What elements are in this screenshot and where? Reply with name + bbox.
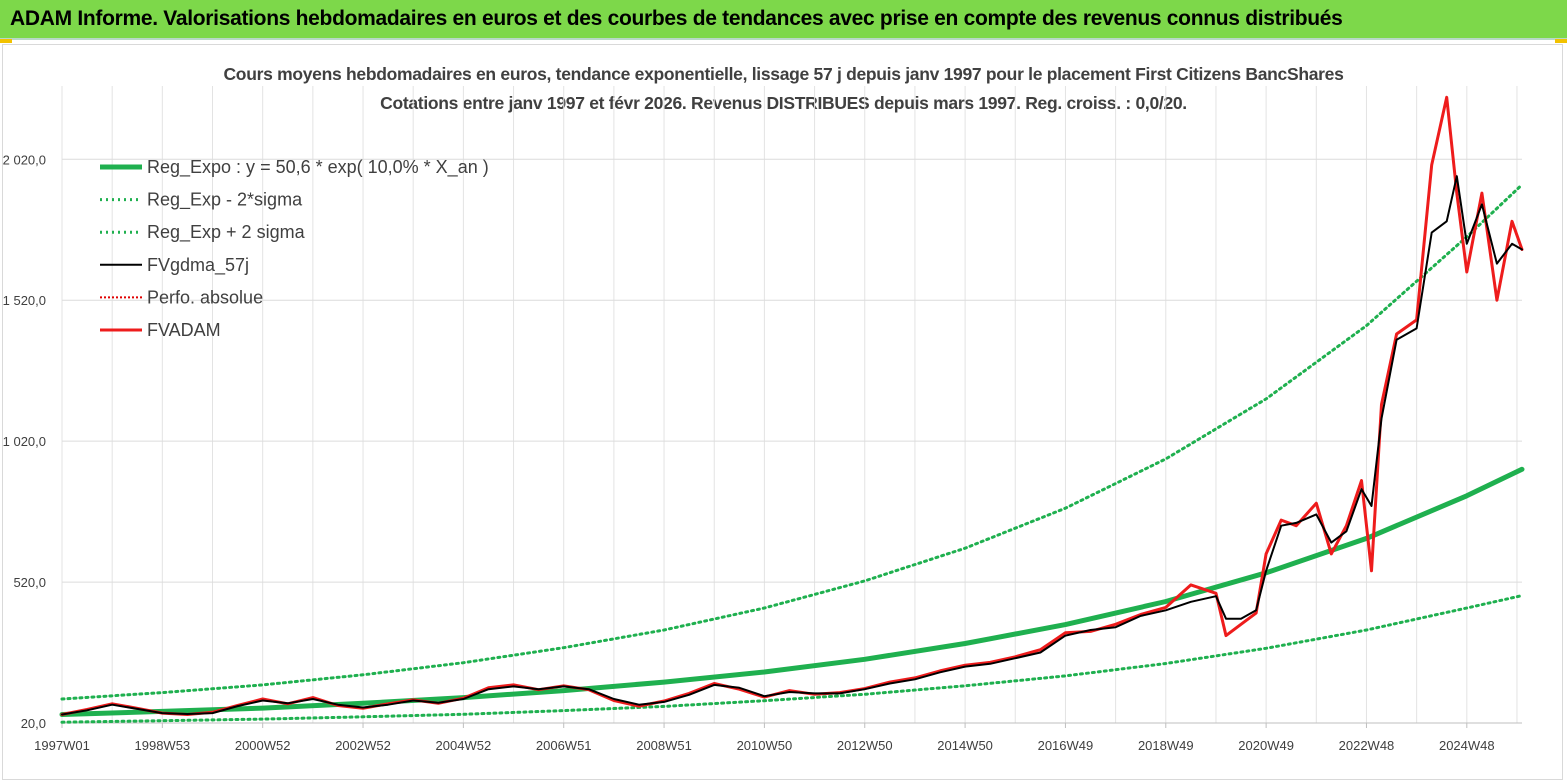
y-tick-label: 1 520,0 [3, 293, 46, 308]
legend-label: Reg_Expo : y = 50,6 * exp( 10,0% * X_an … [147, 157, 489, 178]
x-tick-label: 2012W50 [837, 738, 893, 753]
series-line-3 [61, 175, 1523, 716]
x-tick-label: 2018W49 [1138, 738, 1194, 753]
x-tick-label: 2020W49 [1238, 738, 1294, 753]
legend-label: Reg_Exp - 2*sigma [147, 190, 303, 211]
x-tick-label: 2016W49 [1038, 738, 1094, 753]
legend-label: Perfo. absolue [147, 287, 263, 307]
report-banner: ADAM Informe. Valorisations hebdomadaire… [0, 0, 1567, 40]
x-tick-label: 2000W52 [235, 738, 291, 753]
legend-label: Reg_Exp + 2 sigma [147, 222, 306, 243]
chart-title: Cours moyens hebdomadaires en euros, ten… [223, 64, 1344, 84]
legend-label: FVgdma_57j [147, 255, 249, 276]
x-tick-label: 2002W52 [335, 738, 391, 753]
x-tick-label: 1998W53 [135, 738, 191, 753]
corner-mark-right [1555, 39, 1567, 43]
chart-frame [2, 44, 1563, 780]
report-title: ADAM Informe. Valorisations hebdomadaire… [10, 7, 1343, 30]
chart-subtitle: Cotations entre janv 1997 et févr 2026. … [380, 93, 1187, 113]
y-tick-label: 520,0 [13, 575, 46, 590]
series-line-0 [59, 466, 1525, 717]
x-tick-label: 2024W48 [1439, 738, 1495, 753]
legend-label: FVADAM [147, 320, 221, 340]
y-tick-label: 2 020,0 [3, 152, 46, 167]
series-line-2 [60, 183, 1524, 701]
x-tick-label: 2008W51 [636, 738, 692, 753]
x-tick-label: 2022W48 [1339, 738, 1395, 753]
y-tick-label: 20,0 [21, 716, 46, 731]
y-tick-label: 1 020,0 [3, 434, 46, 449]
corner-mark-left [0, 39, 12, 43]
x-tick-label: 2006W51 [536, 738, 592, 753]
x-tick-label: 2010W50 [737, 738, 793, 753]
x-tick-label: 2014W50 [937, 738, 993, 753]
x-tick-label: 1997W01 [34, 738, 90, 753]
x-tick-label: 2004W52 [436, 738, 492, 753]
series-line-1 [60, 594, 1524, 724]
